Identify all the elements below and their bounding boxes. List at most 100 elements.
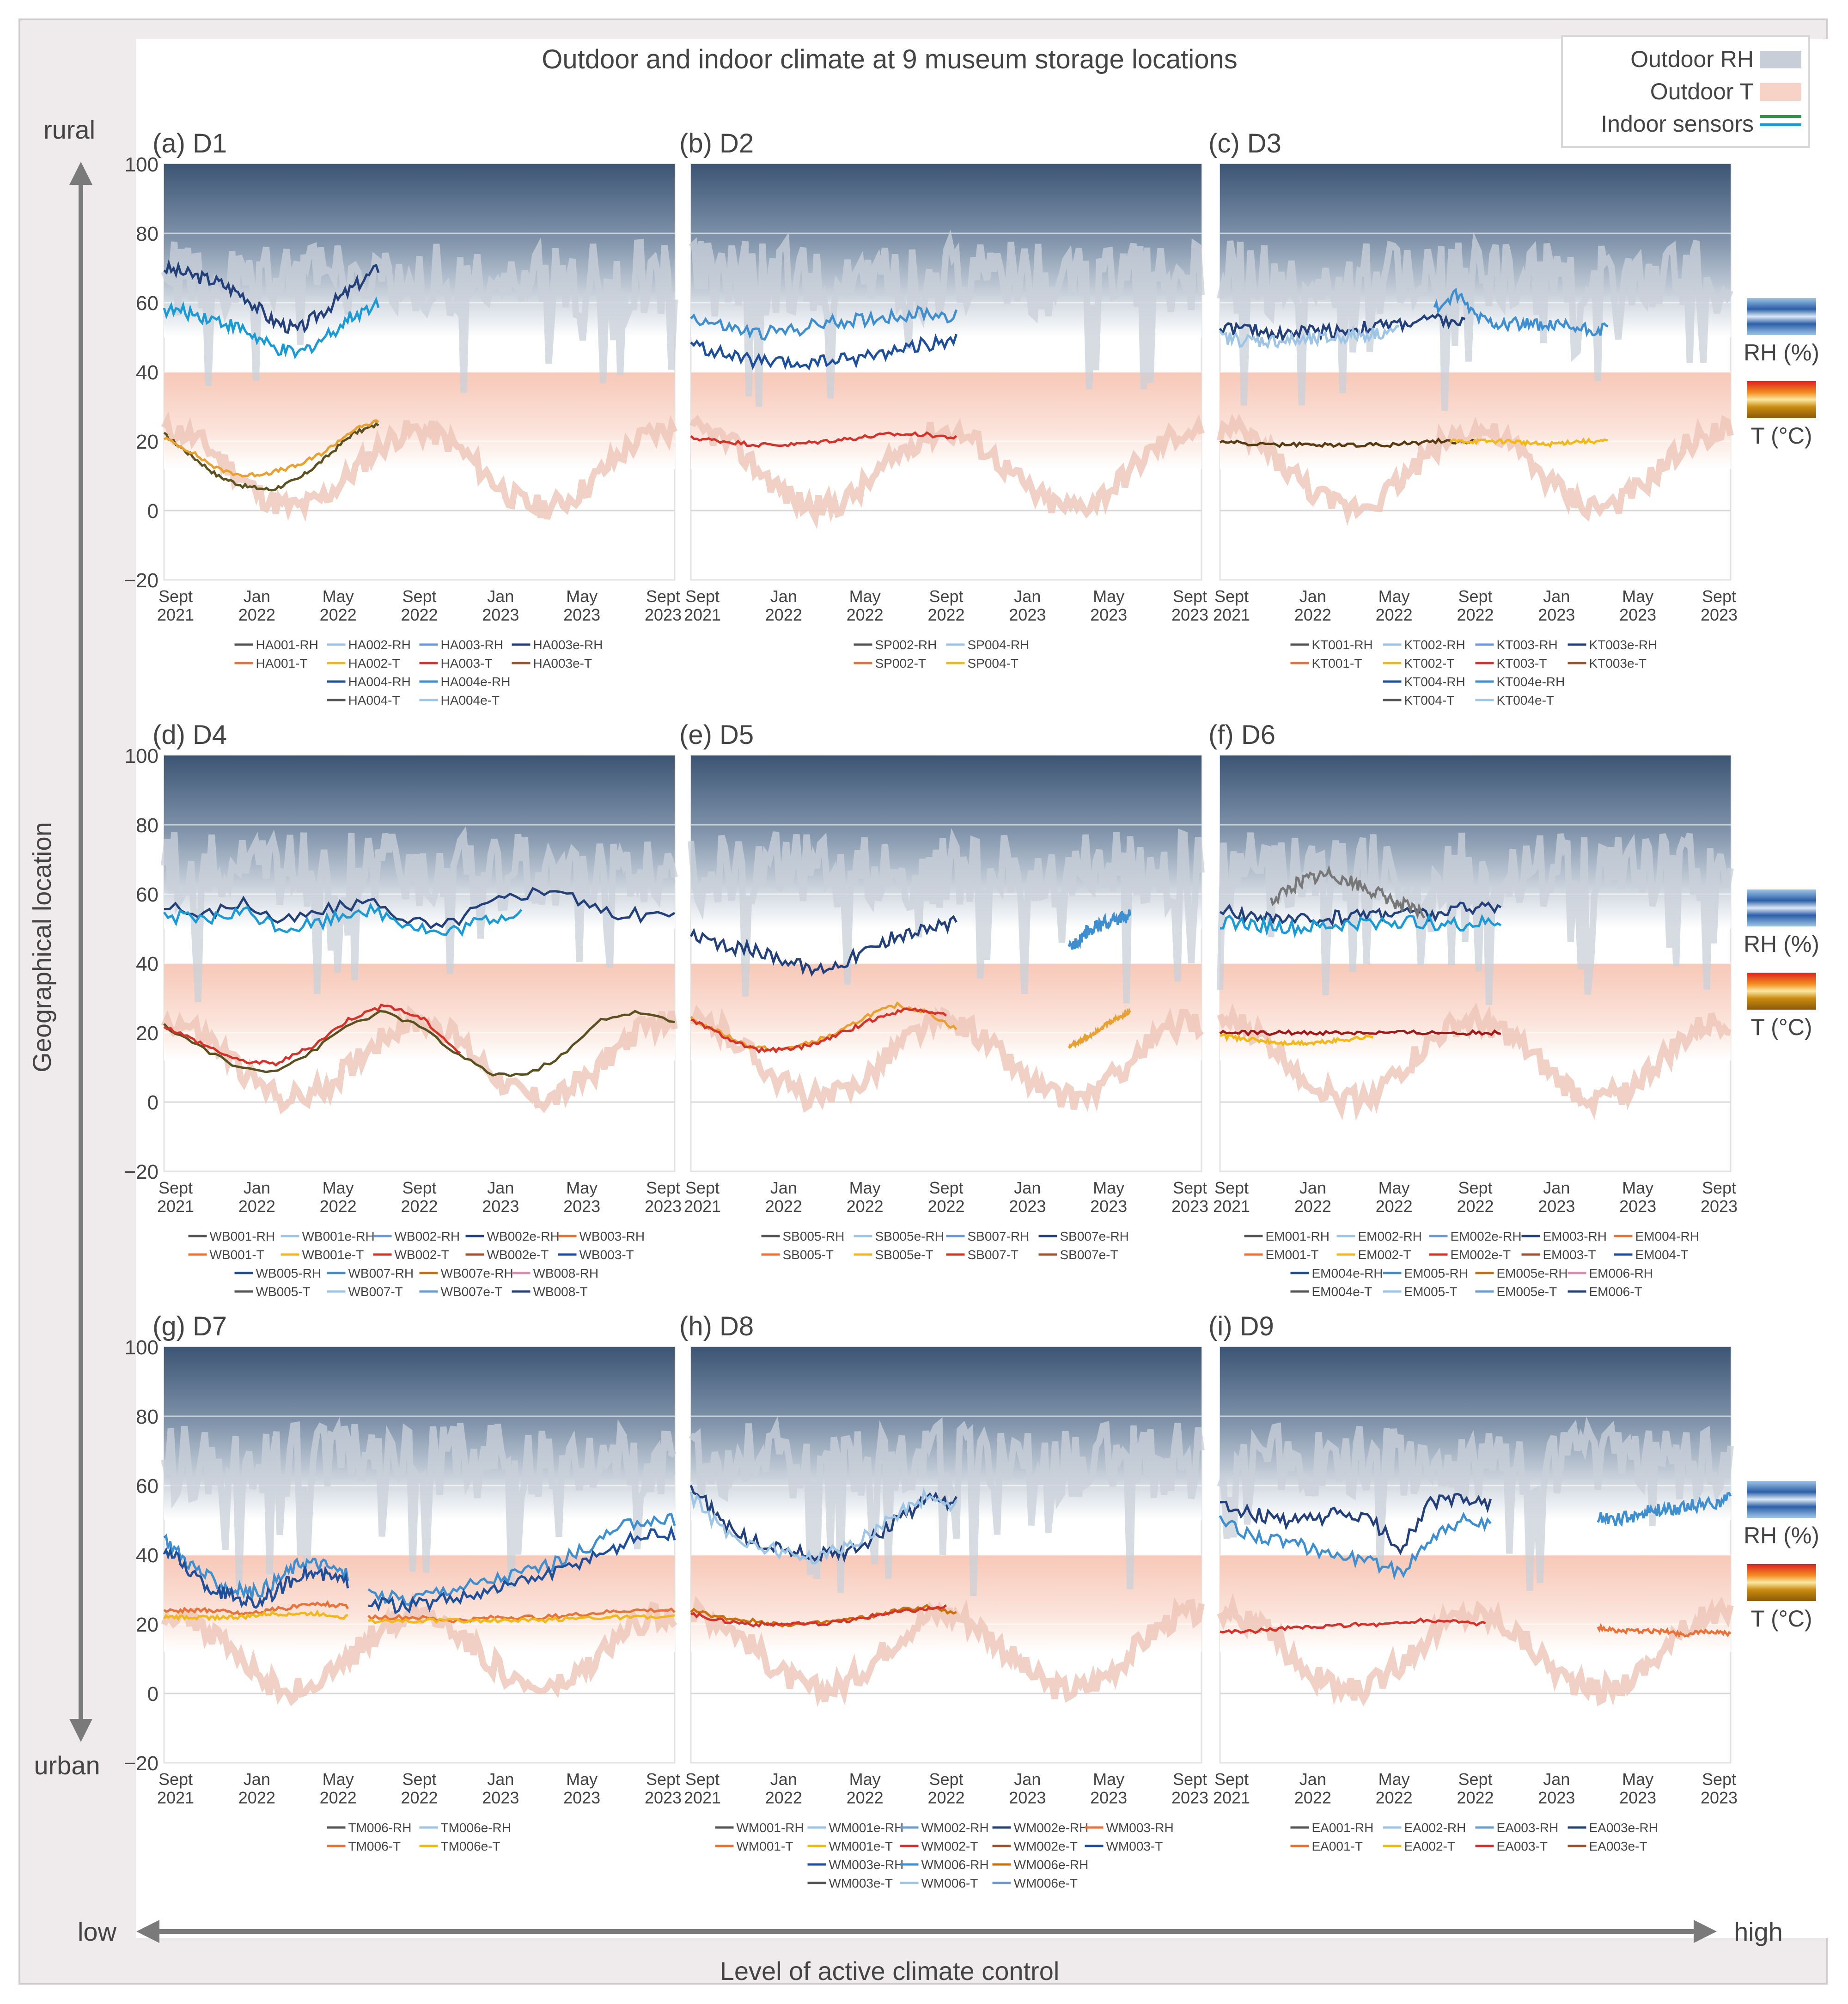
panel-d-legend-label: WB003-RH: [579, 1229, 645, 1243]
panel-c-xtick-year: 2022: [1457, 605, 1494, 624]
panel-d-legend-label: WB008-T: [533, 1285, 588, 1299]
panel-g-legend-label: TM006-T: [348, 1839, 401, 1853]
panel-i-legend-label: EA001-T: [1312, 1839, 1363, 1853]
panel-g-indoor-rh-series: [163, 1533, 349, 1599]
panel-g-indoor-rh-series: [367, 1512, 676, 1606]
panel-e-outdoor-rh-line: [688, 828, 1205, 1004]
panel-d-ytick: 60: [136, 883, 159, 906]
panel-e-xtick-year: 2021: [684, 1197, 721, 1216]
panel-d-xtick-month: May: [323, 1178, 354, 1197]
panel-i-indoor-rh-series: [1597, 1492, 1732, 1527]
panel-a-xtick-month: Sept: [646, 587, 680, 606]
panel-d-legend-label: WB007e-T: [441, 1285, 503, 1299]
panel-b-xtick-year: 2022: [927, 605, 964, 624]
panel-g-xtick-month: Jan: [487, 1770, 514, 1789]
panel-i-legend-label: EA003e-T: [1589, 1839, 1647, 1853]
panel-i-xtick-year: 2022: [1457, 1788, 1494, 1807]
panel-h-xtick-year: 2021: [684, 1788, 721, 1807]
panel-c-legend-label: KT004-RH: [1404, 675, 1465, 689]
panel-a-outdoor-t-line: [161, 411, 678, 522]
panel-c-legend-label: KT003-T: [1497, 656, 1547, 670]
panel-f-xtick-month: May: [1378, 1178, 1410, 1197]
panel-f-legend-label: EM002-RH: [1358, 1229, 1422, 1243]
panel-d-outdoor-rh-line: [161, 826, 678, 1002]
panel-h-legend: WM001-RH WM001e-RH WM002-RH WM002e-RH WM003-…: [715, 1821, 1174, 1890]
panel-f-t-swatch: [1747, 973, 1816, 1010]
panel-d-indoor-t-series: [163, 1010, 675, 1078]
panel-c-xtick-year: 2022: [1376, 605, 1413, 624]
panel-a-xtick-year: 2023: [482, 605, 519, 624]
panel-a-xtick-month: Jan: [487, 587, 514, 606]
panel-b-xtick-year: 2023: [1090, 605, 1127, 624]
panel-i-xtick-month: Jan: [1543, 1770, 1570, 1789]
panel-d-legend-label: WB005-RH: [256, 1266, 322, 1280]
panel-c-t-swatch: [1747, 381, 1816, 418]
panel-g-legend-label: TM006e-T: [441, 1839, 500, 1853]
panel-f-indoor-t-series: [1219, 1029, 1501, 1037]
panel-e-legend-label: SB007e-RH: [1060, 1229, 1129, 1243]
panel-d-xtick-year: 2022: [401, 1197, 438, 1216]
panel-a-ytick: 40: [136, 361, 159, 384]
panel-d-legend-label: WB002-T: [395, 1248, 449, 1262]
panel-a-ytick: 100: [125, 153, 159, 176]
panel-e-xtick-year: 2022: [847, 1197, 884, 1216]
climate-control-axis-title: Level of active climate control: [720, 1956, 1060, 1986]
panel-c-indoor-rh-series: [1219, 324, 1399, 349]
panel-e-xtick-month: Sept: [1173, 1178, 1207, 1197]
panel-f-xtick-year: 2023: [1619, 1197, 1656, 1216]
panel-f-xtick-month: Sept: [1458, 1178, 1492, 1197]
panel-i-legend-label: EA002-T: [1404, 1839, 1456, 1853]
legend-label-outdoor-rh: Outdoor RH: [1630, 46, 1754, 72]
panel-i-legend-label: EA003-RH: [1497, 1821, 1559, 1835]
panel-i-t-swatch: [1747, 1564, 1816, 1601]
panel-b-outdoor-t-band: [691, 372, 1202, 469]
panel-h-legend-label: WM002-RH: [921, 1821, 989, 1835]
panel-d-ytick: −20: [124, 1161, 159, 1183]
panel-b-indoor-rh-series: [690, 333, 958, 371]
geographical-axis-bottom-label: urban: [34, 1751, 100, 1780]
panel-h-outdoor-t-band: [691, 1555, 1202, 1652]
panel-e-legend-label: SB005-T: [783, 1248, 834, 1262]
panel-a-ytick: 0: [147, 500, 159, 523]
panel-h-legend-label: WM003e-RH: [829, 1858, 904, 1872]
legend-swatch-outdoor-t: [1760, 83, 1801, 101]
panel-d-legend-label: WB002e-RH: [487, 1229, 560, 1243]
panel-f-legend-label: EM001-T: [1266, 1248, 1319, 1262]
panel-i-xtick-year: 2022: [1376, 1788, 1413, 1807]
panel-f: (f) D6Sept2021Jan2022May2022Sept2022Jan2…: [1208, 720, 1819, 1299]
panel-a-ytick: 80: [136, 223, 159, 245]
panel-a-legend-label: HA002-T: [348, 656, 400, 670]
panel-e-legend-label: SB007-T: [968, 1248, 1019, 1262]
panel-d-xtick-year: 2023: [645, 1197, 682, 1216]
panel-d-outdoor-t-band: [164, 963, 675, 1060]
panel-h-legend-label: WM002-T: [921, 1839, 978, 1853]
panel-c-rh-swatch: [1747, 298, 1816, 335]
panel-e-indoor-rh-series: [1067, 909, 1131, 950]
panel-b-xtick-year: 2021: [684, 605, 721, 624]
panel-d-xtick-month: Jan: [244, 1178, 270, 1197]
geographical-axis: rural urban Geographical location: [27, 115, 100, 1780]
panel-g-ytick: 0: [147, 1683, 159, 1706]
panel-i-legend: EA001-RH EA002-RH EA003-RH EA003e-RH EA001-T…: [1290, 1821, 1658, 1853]
panel-a-ytick: −20: [124, 569, 159, 592]
panel-g-indoor-rh-series: [368, 1525, 676, 1615]
climate-control-axis: low high Level of active climate control: [78, 1917, 1783, 1986]
panel-d-ytick: 80: [136, 814, 159, 837]
panel-a-legend-label: HA001-RH: [256, 638, 318, 652]
panel-g-xtick-month: May: [566, 1770, 598, 1789]
panel-f-indoor-rh-series: [1270, 865, 1426, 920]
panel-b-legend-label: SP004-T: [968, 656, 1019, 670]
panel-i-legend-label: EA002-RH: [1404, 1821, 1466, 1835]
panel-a-indoor-t-series: [163, 422, 379, 492]
panel-f-xtick-year: 2021: [1213, 1197, 1250, 1216]
panel-e-xtick-month: Sept: [929, 1178, 963, 1197]
panel-h-xtick-month: May: [849, 1770, 881, 1789]
panel-a-title: (a) D1: [152, 128, 227, 158]
panel-h-outdoor-t-line: [690, 1596, 1205, 1707]
panel-e: (e) D5Sept2021Jan2022May2022Sept2022Jan2…: [679, 720, 1208, 1262]
panel-i-legend-label: EA003e-RH: [1589, 1821, 1658, 1835]
panels-group: (a) D1100806040200−20Sept2021Jan2022May2…: [124, 128, 1819, 1890]
panel-d-xtick-year: 2022: [238, 1197, 275, 1216]
panel-h-legend-label: WM006e-RH: [1014, 1858, 1089, 1872]
panel-a-xtick-month: May: [566, 587, 598, 606]
